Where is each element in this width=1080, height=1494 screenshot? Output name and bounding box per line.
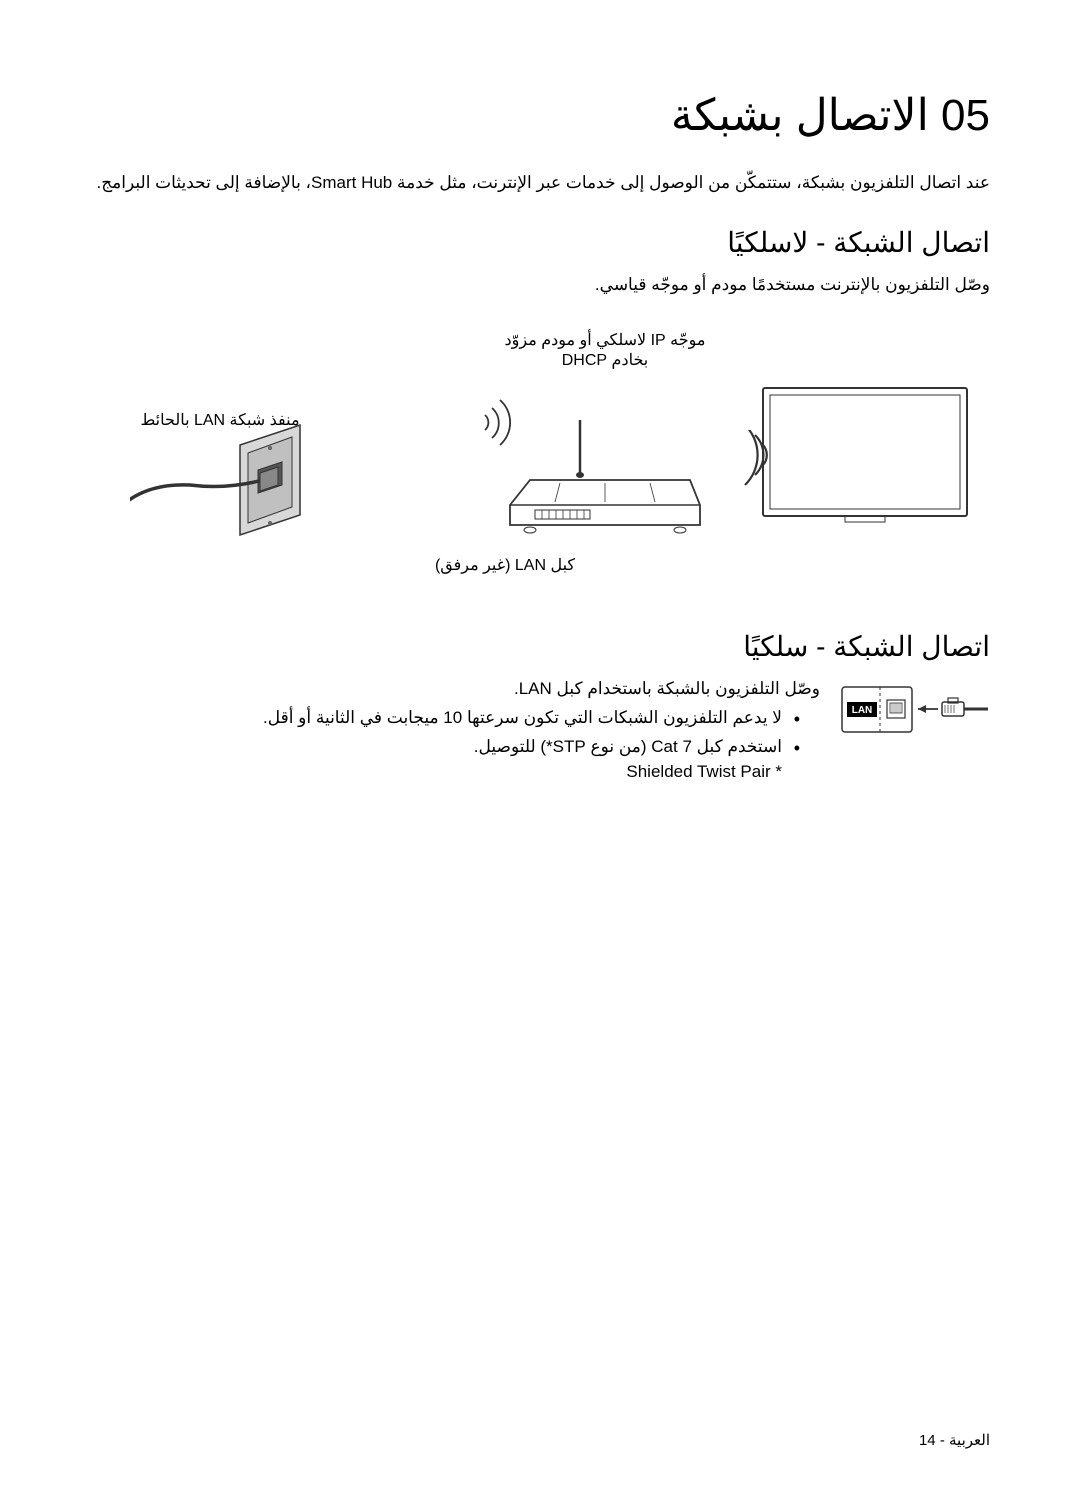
wired-bullet-2: استخدم كبل Cat 7 (من نوع STP*) للتوصيل. [90, 733, 800, 762]
router-icon [505, 420, 705, 550]
section-number: 05 [941, 91, 990, 140]
wired-instruction: وصّل التلفزيون بالشبكة باستخدام كبل LAN. [90, 675, 820, 704]
wired-bullet-1: لا يدعم التلفزيون الشبكات التي تكون سرعت… [90, 704, 800, 733]
lan-port-icon: LAN [840, 675, 990, 745]
wired-heading: اتصال الشبكة - سلكيًا [90, 630, 990, 663]
lan-cable-label: كبل LAN (غير مرفق) [420, 555, 590, 575]
lan-badge-text: LAN [852, 705, 873, 716]
footer-page: 14 [919, 1432, 936, 1449]
wired-text-block: وصّل التلفزيون بالشبكة باستخدام كبل LAN.… [90, 675, 820, 782]
tv-icon [760, 385, 970, 525]
wireless-instruction: وصّل التلفزيون بالإنترنت مستخدمًا مودم أ… [90, 271, 990, 300]
wall-port-icon [130, 415, 310, 555]
section-title: 05 الاتصال بشبكة [90, 90, 990, 141]
router-label: موجّه IP لاسلكي أو مودم مزوّد بخادم DHCP [495, 330, 715, 370]
wireless-diagram: موجّه IP لاسلكي أو مودم مزوّد بخادم DHCP… [90, 330, 990, 590]
wireless-heading: اتصال الشبكة - لاسلكيًا [90, 226, 990, 259]
wired-bullets: لا يدعم التلفزيون الشبكات التي تكون سرعت… [90, 704, 820, 762]
footer-lang: العربية [949, 1432, 990, 1449]
page-footer: العربية - 14 [919, 1431, 990, 1449]
router-label-line2: بخادم DHCP [495, 350, 715, 370]
section-title-text: الاتصال بشبكة [671, 91, 929, 140]
router-label-line1: موجّه IP لاسلكي أو مودم مزوّد [495, 330, 715, 350]
wifi-waves-tv-icon [715, 430, 775, 500]
intro-paragraph: عند اتصال التلفزيون بشبكة، ستتمكّن من ال… [90, 169, 990, 196]
wifi-waves-antenna-icon [480, 390, 530, 450]
wired-footnote: * Shielded Twist Pair [90, 762, 820, 782]
wired-section: LAN وصّل التلفزيون بالشبكة باستخدام كبل … [90, 675, 990, 782]
